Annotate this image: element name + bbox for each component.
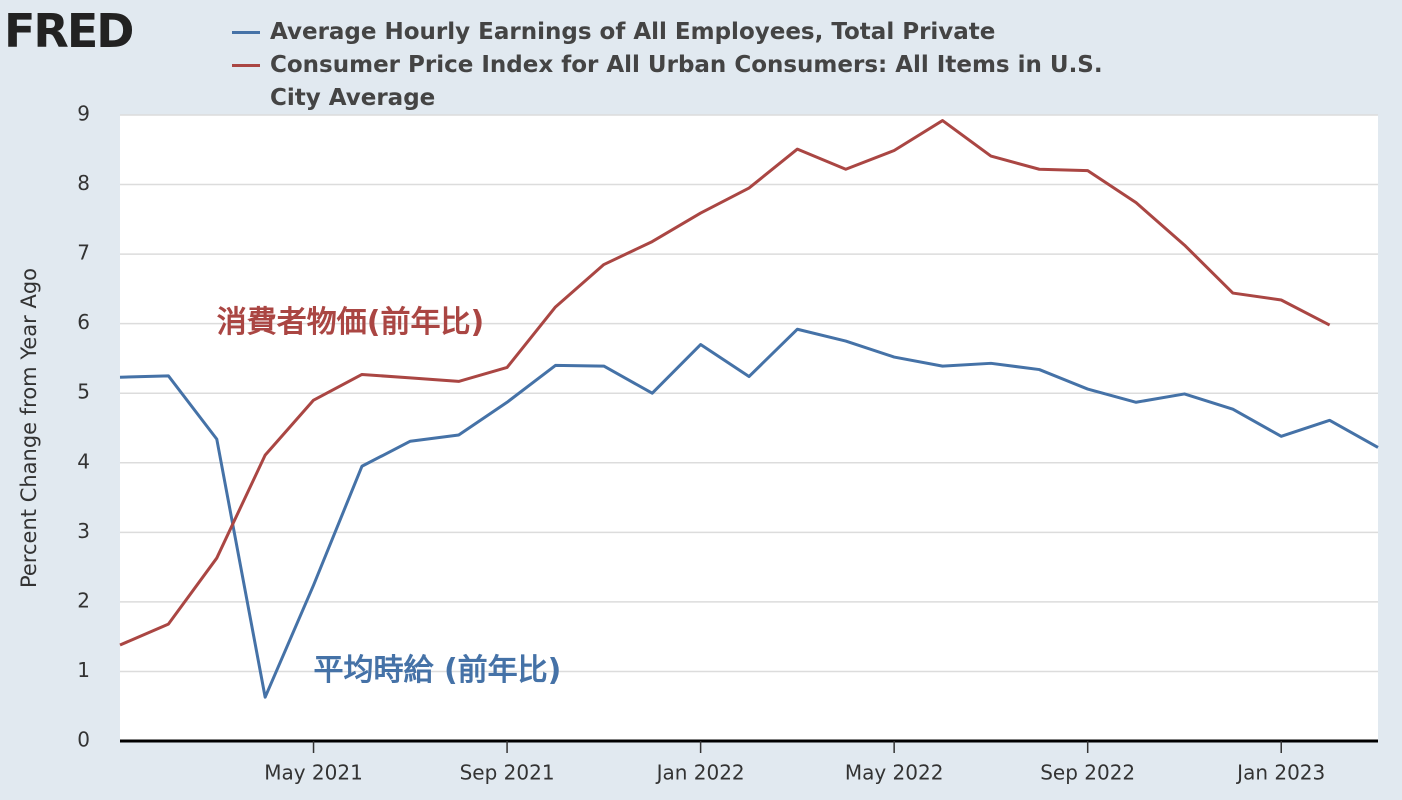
x-tick-label: Sep 2022 <box>1040 761 1135 785</box>
legend: Average Hourly Earnings of All Employees… <box>232 16 1112 115</box>
y-tick-label: 8 <box>77 171 90 195</box>
x-tick-label: Sep 2021 <box>460 761 555 785</box>
y-tick-label: 3 <box>77 519 90 543</box>
y-tick-label: 4 <box>77 449 90 473</box>
y-axis-label: Percent Change from Year Ago <box>17 268 41 588</box>
legend-item: Consumer Price Index for All Urban Consu… <box>232 49 1112 115</box>
y-tick-label: 0 <box>77 728 90 752</box>
y-tick-label: 7 <box>77 241 90 265</box>
x-tick-label: May 2022 <box>845 761 944 785</box>
legend-swatch <box>232 64 260 67</box>
annotation: 平均時給 (前年比) <box>314 653 562 688</box>
y-tick-label: 2 <box>77 588 90 612</box>
y-tick-label: 6 <box>77 310 90 334</box>
plot-area <box>120 115 1378 741</box>
x-tick-label: May 2021 <box>264 761 363 785</box>
annotation: 消費者物価(前年比) <box>217 305 484 340</box>
legend-label: Consumer Price Index for All Urban Consu… <box>270 52 1103 111</box>
y-tick-label: 5 <box>77 380 90 404</box>
legend-item: Average Hourly Earnings of All Employees… <box>232 16 1112 49</box>
x-tick-label: Jan 2022 <box>655 761 745 785</box>
series-line <box>119 327 1379 699</box>
legend-swatch <box>232 31 260 34</box>
x-tick-label: Jan 2023 <box>1235 761 1325 785</box>
logo: FRED <box>4 4 134 58</box>
series-line <box>119 119 1331 647</box>
legend-label: Average Hourly Earnings of All Employees… <box>270 19 996 45</box>
y-tick-label: 9 <box>77 102 90 126</box>
y-tick-label: 1 <box>77 658 90 682</box>
